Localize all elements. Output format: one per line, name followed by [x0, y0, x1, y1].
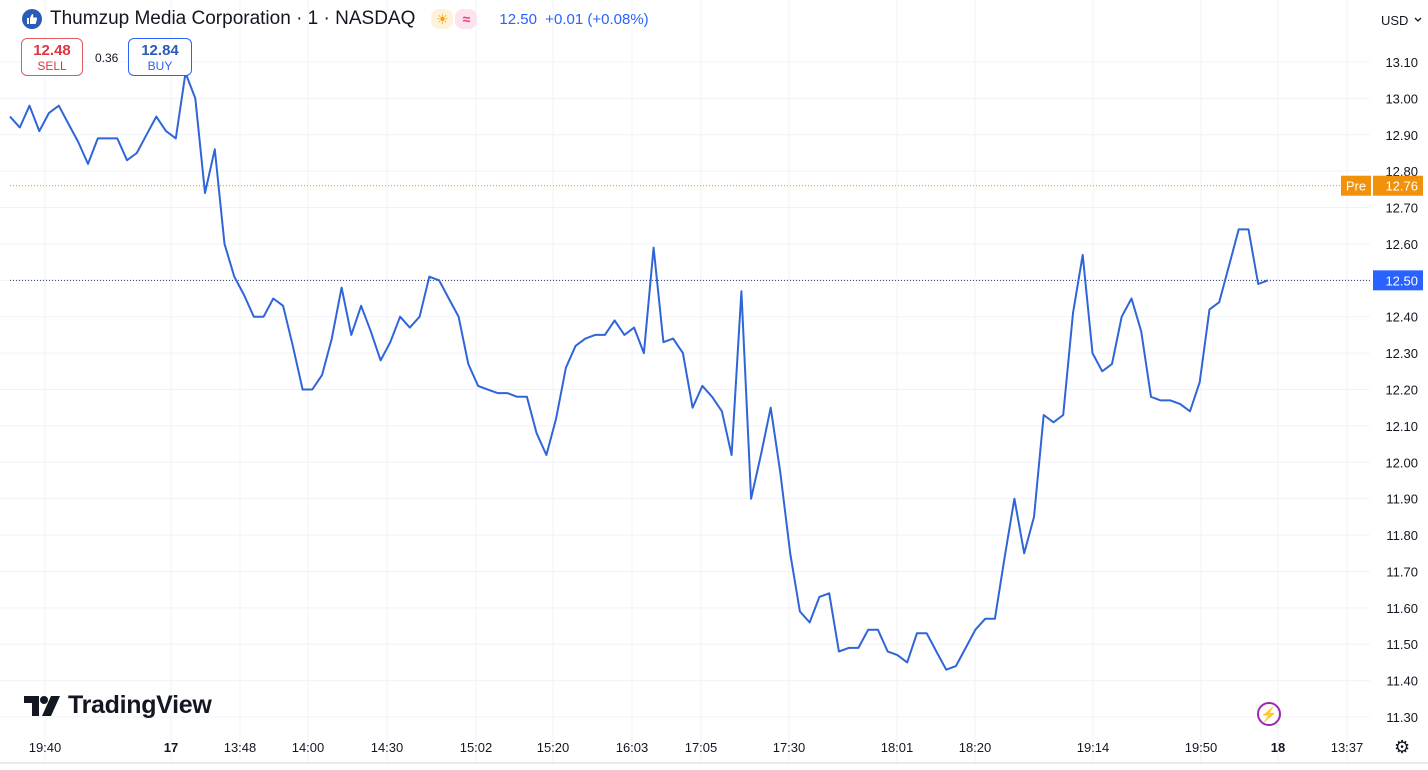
tradingview-wordmark: TradingView	[68, 691, 212, 719]
x-tick-label: 17:05	[685, 740, 718, 755]
header-last-price: 12.50	[499, 10, 537, 28]
tradingview-logo[interactable]: TradingView	[24, 691, 212, 720]
chart-header: Thumzup Media Corporation · 1 · NASDAQ ☀…	[22, 7, 649, 31]
x-tick-label: 16:03	[616, 740, 649, 755]
x-tick-label: 15:20	[537, 740, 570, 755]
x-tick-label: 19:14	[1077, 740, 1110, 755]
pre-tag-box	[1341, 175, 1371, 196]
buy-price: 12.84	[141, 42, 179, 59]
sell-price: 12.48	[33, 42, 71, 59]
y-tick-label: 13.10	[1385, 55, 1418, 70]
gear-icon[interactable]: ⚙	[1394, 737, 1411, 757]
x-tick-label: 17	[164, 740, 178, 755]
y-tick-label: 12.80	[1385, 164, 1418, 179]
sun-icon[interactable]: ☀	[431, 9, 454, 29]
last-price-box	[1373, 270, 1423, 291]
x-tick-label: 19:50	[1185, 740, 1218, 755]
x-tick-label: 14:00	[292, 740, 325, 755]
y-tick-label: 11.60	[1386, 601, 1418, 616]
header-change: +0.01 (+0.08%)	[545, 10, 649, 28]
thumbs-up-icon	[22, 9, 42, 29]
currency-selector[interactable]: USD	[1373, 8, 1423, 32]
y-tick-label: 11.50	[1386, 637, 1418, 652]
spread-value: 0.36	[95, 51, 119, 65]
y-tick-label: 12.60	[1385, 237, 1418, 252]
pre-price-box	[1373, 175, 1423, 196]
x-tick-label: 18	[1271, 740, 1285, 755]
x-tick-label: 19:40	[29, 740, 62, 755]
y-tick-label: 11.70	[1386, 564, 1418, 579]
x-tick-label: 13:48	[224, 740, 257, 755]
x-tick-label: 18:20	[959, 740, 992, 755]
y-tick-label: 12.70	[1385, 201, 1418, 216]
price-line	[9, 71, 1269, 671]
chevron-down-icon	[1414, 17, 1422, 22]
last-price-change: 12.50 +0.01 (+0.08%)	[499, 11, 648, 28]
buy-label: BUY	[147, 59, 173, 73]
chart-grid	[0, 0, 1370, 763]
y-tick-label: 12.40	[1385, 310, 1418, 325]
x-tick-label: 14:30	[371, 740, 404, 755]
tradingview-mark-icon	[24, 695, 60, 716]
pre-price-label: 12.76	[1385, 179, 1418, 194]
y-tick-label: 12.20	[1385, 383, 1418, 398]
x-tick-label: 17:30	[773, 740, 806, 755]
y-tick-label: 13.00	[1385, 91, 1418, 106]
x-tick-label: 15:02	[460, 740, 493, 755]
reference-lines	[10, 185, 1370, 281]
pre-tag-label: Pre	[1346, 179, 1366, 194]
y-tick-label: 12.10	[1385, 419, 1418, 434]
y-tick-label: 11.40	[1386, 674, 1418, 689]
y-tick-label: 11.90	[1386, 492, 1418, 507]
sell-button[interactable]: 12.48 SELL	[21, 38, 83, 76]
y-tick-label: 12.90	[1385, 128, 1418, 143]
sell-label: SELL	[37, 59, 67, 73]
last-price-label: 12.50	[1385, 273, 1418, 288]
currency-label: USD	[1381, 12, 1409, 28]
x-tick-label: 13:37	[1331, 740, 1364, 755]
buy-button[interactable]: 12.84 BUY	[128, 38, 192, 76]
price-tags: Pre 12.76 12.50	[1341, 175, 1423, 291]
y-tick-label: 12.00	[1385, 455, 1418, 470]
lightning-icon[interactable]: ⚡	[1257, 702, 1281, 726]
y-axis: 13.10 13.00 12.90 12.80 12.70 12.60 12.50 12.40…	[1385, 55, 1418, 725]
y-tick-label: 11.80	[1386, 528, 1418, 543]
approx-icon[interactable]: ≈	[455, 9, 478, 29]
x-axis: 19:40 17 13:48 14:00 14:30 15:02 15:20 16:03 17:…	[29, 740, 1364, 755]
x-tick-label: 18:01	[881, 740, 914, 755]
y-tick-label: 11.30	[1386, 710, 1418, 725]
symbol-title[interactable]: Thumzup Media Corporation · 1 · NASDAQ	[50, 8, 416, 29]
y-tick-label: 12.30	[1385, 346, 1418, 361]
